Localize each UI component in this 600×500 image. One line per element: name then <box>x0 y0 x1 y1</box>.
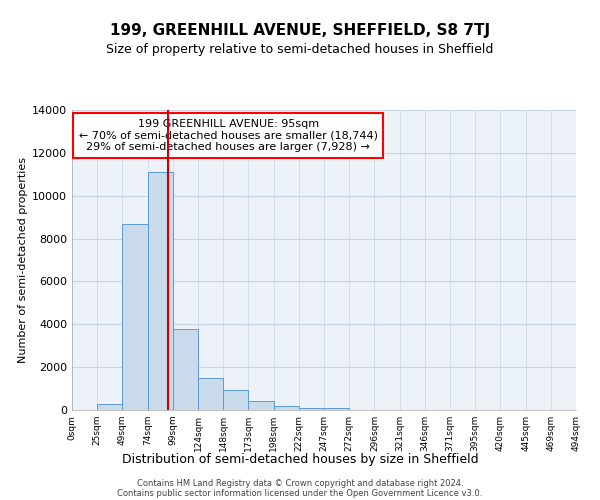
Bar <box>122 224 148 410</box>
Text: 199 GREENHILL AVENUE: 95sqm
← 70% of semi-detached houses are smaller (18,744)
2: 199 GREENHILL AVENUE: 95sqm ← 70% of sem… <box>79 119 378 152</box>
Text: Size of property relative to semi-detached houses in Sheffield: Size of property relative to semi-detach… <box>106 42 494 56</box>
Bar <box>248 402 274 410</box>
Y-axis label: Number of semi-detached properties: Number of semi-detached properties <box>18 157 28 363</box>
Bar <box>173 328 198 410</box>
Bar <box>148 172 173 410</box>
Text: Contains public sector information licensed under the Open Government Licence v3: Contains public sector information licen… <box>118 489 482 498</box>
Bar <box>274 406 299 410</box>
Bar <box>324 408 349 410</box>
Bar <box>97 404 122 410</box>
Text: Distribution of semi-detached houses by size in Sheffield: Distribution of semi-detached houses by … <box>122 452 478 466</box>
Text: 199, GREENHILL AVENUE, SHEFFIELD, S8 7TJ: 199, GREENHILL AVENUE, SHEFFIELD, S8 7TJ <box>110 22 490 38</box>
Bar <box>299 408 324 410</box>
Bar <box>223 390 248 410</box>
Text: Contains HM Land Registry data © Crown copyright and database right 2024.: Contains HM Land Registry data © Crown c… <box>137 479 463 488</box>
Bar <box>198 378 223 410</box>
